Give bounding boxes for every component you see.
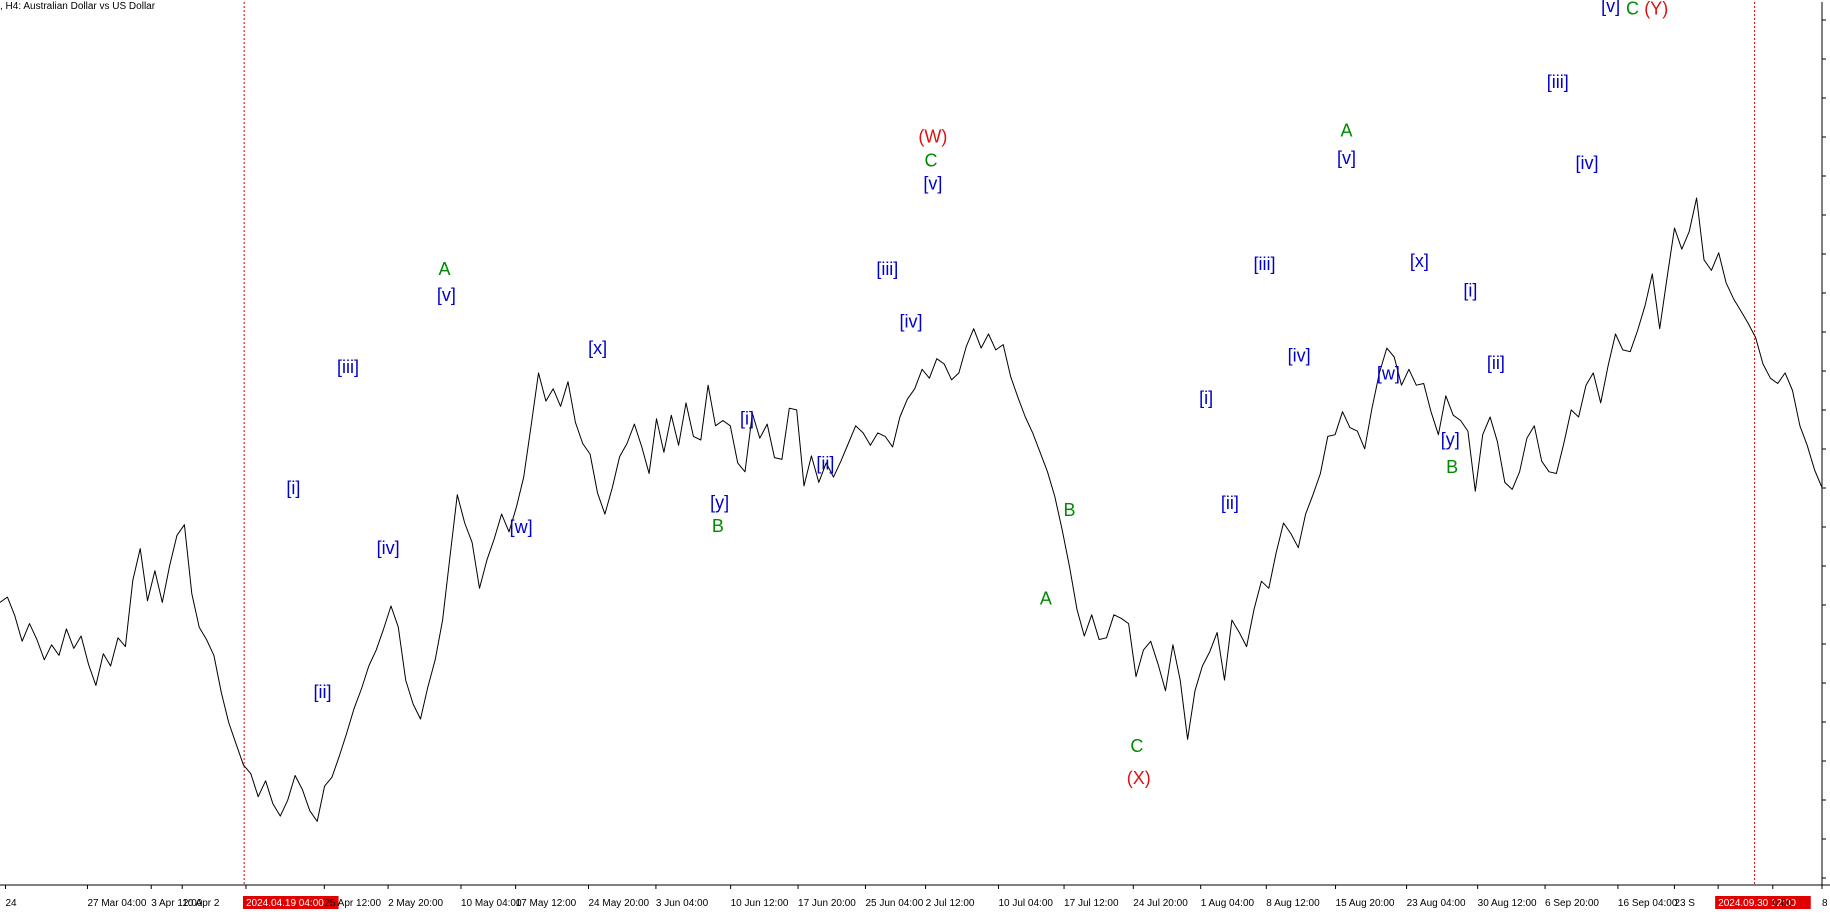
x-tick-label: 15 Aug 20:00 [1336,898,1395,909]
chart-title: , H4: Australian Dollar vs US Dollar [0,1,156,12]
wave-label: [y] [710,492,729,512]
x-tick-label: 27 Mar 04:00 [87,898,146,909]
x-tick-label: 10 May 04:00 [461,898,522,909]
price-line [0,197,1823,822]
wave-label: [ii] [816,453,834,473]
chart-frame [0,2,1830,886]
x-tick-label: 2024.04.19 04:00 [246,898,324,909]
wave-label: B [1064,500,1076,520]
wave-label: A [439,259,451,279]
vertical-markers [243,2,1756,885]
x-tick-label: 24 [5,898,17,909]
x-tick-label: 25 Jun 04:00 [865,898,923,909]
wave-label: [ii] [1487,353,1505,373]
x-tick-label: 17 Jun 20:00 [798,898,856,909]
wave-label: C [1626,0,1639,19]
wave-label: (Y) [1644,0,1668,19]
x-tick-label: 10 Jul 04:00 [998,898,1053,909]
x-tick-label: 3 Apr 12:00 [151,898,203,909]
wave-label: [ii] [1221,493,1239,513]
wave-labels: [i] [ii] [iii] [iv] A [v] [w] [x] [y] B [i] [ii] [ii… [286,0,1668,788]
wave-label: [iv] [1575,153,1598,173]
x-tick-label: 24 May 20:00 [589,898,650,909]
wave-label: A [1340,121,1352,141]
wave-label: [x] [1410,251,1429,271]
wave-label: [v] [1337,148,1356,168]
x-tick-label: 24 Jul 20:00 [1133,898,1188,909]
wave-label: [w] [510,517,533,537]
wave-label: [i] [1463,280,1477,300]
wave-label: [iii] [876,259,898,279]
wave-label: [iv] [899,311,922,331]
x-tick-highlight [1715,896,1811,909]
x-tick-label: 17 May 12:00 [516,898,577,909]
x-tick-label: 0:00 [1773,898,1793,909]
wave-label: C [925,151,938,171]
wave-label: [i] [740,408,754,428]
x-tick-label: 6 Sep 20:00 [1545,898,1599,909]
wave-label: B [1446,457,1458,477]
x-tick-label: 23 Aug 04:00 [1407,898,1466,909]
wave-label: [iii] [337,357,359,377]
x-tick-label: 8 Aug 12:00 [1266,898,1320,909]
x-tick-label: 2 Jul 12:00 [926,898,975,909]
x-tick-label: 10 Apr 2 [182,898,220,909]
wave-label: [w] [1377,363,1400,383]
wave-label: [ii] [313,682,331,702]
x-tick-label: 3 Jun 04:00 [656,898,709,909]
wave-label: [iv] [1288,346,1311,366]
x-tick-label: 8 Oct 04:00 [1822,898,1830,909]
wave-label: [y] [1441,430,1460,450]
wave-label: [v] [437,285,456,305]
x-tick-label: 17 Jul 12:00 [1064,898,1119,909]
wave-label: B [712,516,724,536]
y-axis-ticks [1822,19,1826,879]
x-tick-label: 16 Sep 04:00 [1618,898,1678,909]
wave-label: (X) [1127,768,1151,788]
wave-label: [i] [286,478,300,498]
wave-label: [iii] [1547,72,1569,92]
wave-label: [v] [1601,0,1620,16]
wave-label: [x] [588,338,607,358]
x-tick-label: 1 Aug 04:00 [1201,898,1255,909]
price-series [0,197,1823,822]
wave-label: [iii] [1253,254,1275,274]
wave-label: [v] [923,174,942,194]
x-tick-label: 2 May 20:00 [388,898,443,909]
wave-label: [iv] [377,538,400,558]
wave-label: (W) [918,127,947,147]
wave-label: A [1040,589,1052,609]
x-tick-highlight [242,896,339,909]
x-tick-label: 25 Apr 12:00 [324,898,381,909]
x-tick-label: 2024.09.30 12:00 [1718,898,1796,909]
x-tick-label: 23 S [1674,898,1695,909]
x-tick-label: 10 Jun 12:00 [731,898,789,909]
wave-label: [i] [1199,388,1213,408]
wave-label: C [1130,736,1143,756]
x-tick-label: 30 Aug 12:00 [1478,898,1537,909]
